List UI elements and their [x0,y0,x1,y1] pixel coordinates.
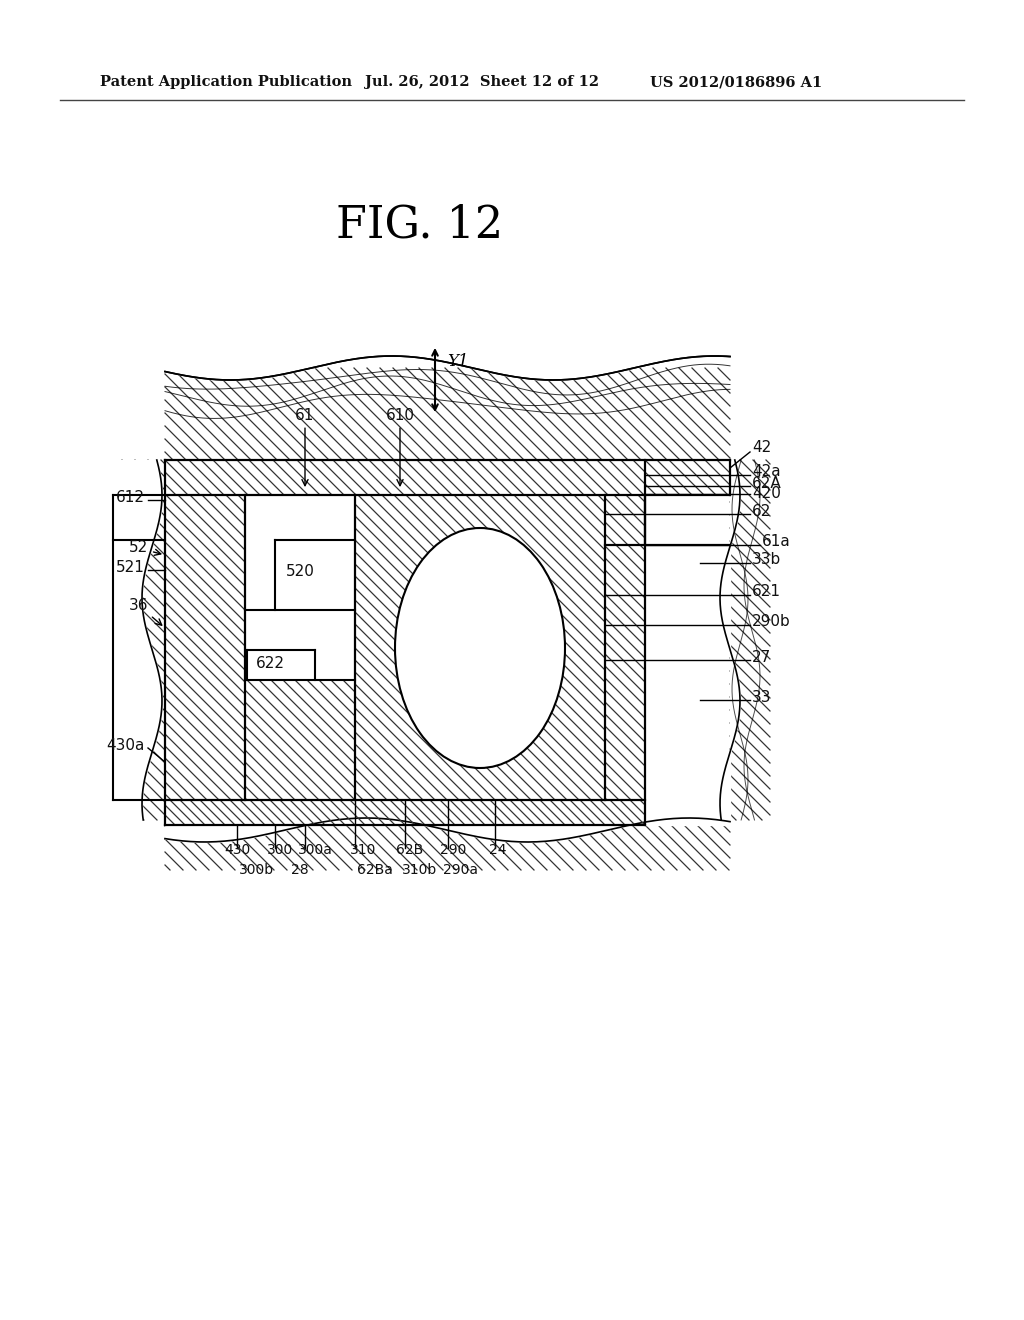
Text: US 2012/0186896 A1: US 2012/0186896 A1 [650,75,822,88]
Text: 61: 61 [295,408,314,486]
Text: 622: 622 [256,656,285,671]
Text: 62: 62 [752,503,771,519]
Text: Patent Application Publication: Patent Application Publication [100,75,352,88]
Text: 430a: 430a [106,738,145,752]
Text: 61a: 61a [762,535,791,549]
Text: 420: 420 [752,487,781,502]
Text: 621: 621 [752,585,781,599]
Text: 310b: 310b [402,863,437,876]
Text: 62A: 62A [752,475,781,491]
Text: 300a: 300a [298,843,333,857]
Text: Jul. 26, 2012  Sheet 12 of 12: Jul. 26, 2012 Sheet 12 of 12 [365,75,599,88]
Text: 52: 52 [129,540,161,556]
Text: 33b: 33b [752,553,781,568]
Text: 430: 430 [224,843,250,857]
Text: Y1: Y1 [447,354,469,371]
Text: 62B: 62B [396,843,424,857]
Text: 27: 27 [752,649,771,664]
Text: 610: 610 [385,408,415,486]
Text: 300b: 300b [240,863,274,876]
Text: 42: 42 [752,441,771,455]
Text: 290: 290 [440,843,466,857]
Text: 62Ba: 62Ba [357,863,393,876]
Text: 28: 28 [291,863,309,876]
Text: 612: 612 [116,490,145,504]
Text: 42a: 42a [752,465,780,479]
Text: 290b: 290b [752,615,791,630]
Text: 24: 24 [489,843,507,857]
Bar [275,540,355,610]
Text: 521: 521 [116,560,145,574]
Text: 520: 520 [286,565,314,579]
Text: 310: 310 [350,843,376,857]
Bar [165,459,730,495]
Bar [247,649,315,680]
Text: 36: 36 [128,598,162,626]
Ellipse shape [395,528,565,768]
Text: 300: 300 [267,843,293,857]
Text: 290a: 290a [442,863,477,876]
Bar [245,495,355,680]
Text: 33: 33 [752,689,771,705]
Text: FIG. 12: FIG. 12 [337,203,504,247]
